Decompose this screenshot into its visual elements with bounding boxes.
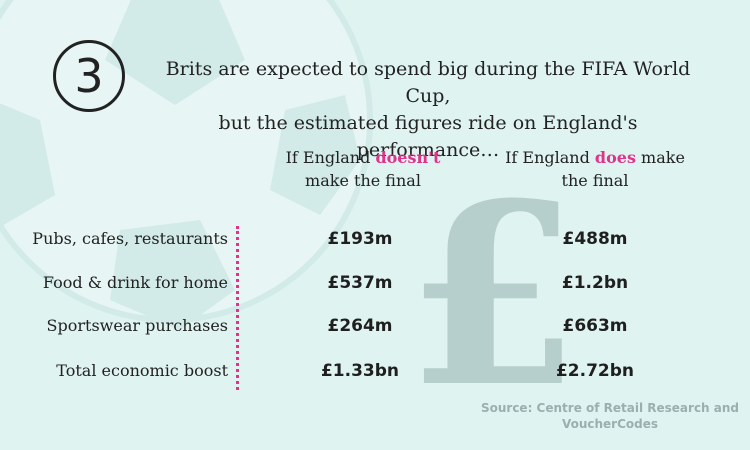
column-header-does: If England does make the final [490,146,700,192]
col1-pre: If England [285,148,376,167]
headline-line1: Brits are expected to spend big during t… [165,58,691,107]
dotted-divider [236,226,239,390]
value-doesnt-make-final: £193m [327,229,393,249]
col2-pre: If England [505,148,595,167]
headline: Brits are expected to spend big during t… [148,56,708,164]
value-doesnt-make-final: £537m [327,273,393,293]
row-label: Pubs, cafes, restaurants [32,229,228,248]
step-number-badge: 3 [53,40,125,112]
pound-sign-icon: £ [406,148,580,442]
value-does-make-final: £488m [562,229,628,249]
col2-highlight: does [594,148,636,167]
value-does-make-final: £663m [562,316,628,336]
col1-highlight: doesn't [375,148,441,167]
headline-line2: but the estimated figures ride on Englan… [218,112,638,161]
value-doesnt-make-final: £1.33bn [320,361,400,381]
value-does-make-final: £2.72bn [555,361,635,381]
value-does-make-final: £1.2bn [561,273,629,293]
source-note: Source: Centre of Retail Research and Vo… [478,400,742,432]
row-label: Total economic boost [56,361,228,380]
source-line1: Source: Centre of Retail Research and [480,401,740,415]
col2-post-same-line: make [635,148,685,167]
col1-post: make the final [305,171,421,190]
col2-post: the final [561,171,629,190]
row-label: Sportswear purchases [46,316,228,335]
column-header-doesnt: If England doesn't make the final [268,146,458,192]
row-label: Food & drink for home [42,273,228,292]
value-doesnt-make-final: £264m [327,316,393,336]
source-line2: VoucherCodes [561,417,659,431]
